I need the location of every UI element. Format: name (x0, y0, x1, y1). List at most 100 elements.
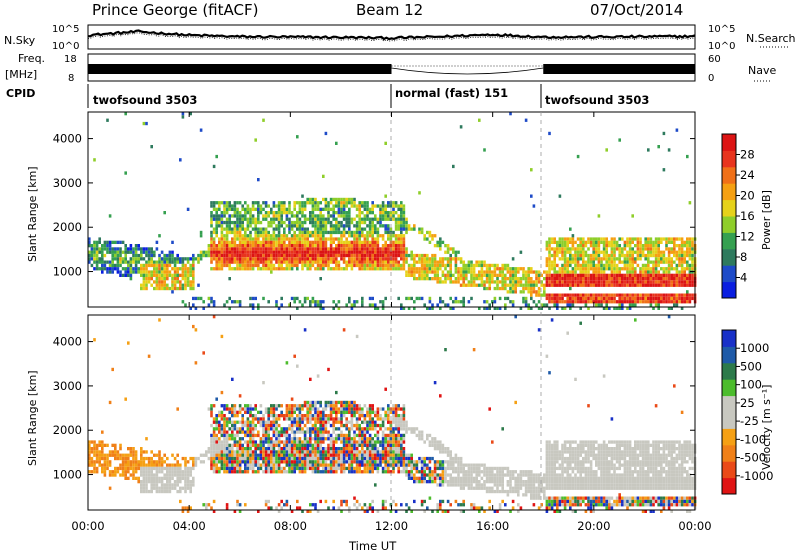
echo-cell (275, 464, 278, 467)
y-tick-label: 4000 (53, 132, 82, 146)
echo-cell (137, 254, 140, 257)
echo-cell (611, 267, 614, 270)
echo-cell (130, 274, 133, 277)
echo-cell (275, 421, 278, 424)
echo-cell (150, 464, 153, 467)
echo-cell (184, 483, 187, 486)
echo-cell (221, 391, 224, 394)
echo-cell (325, 450, 328, 453)
echo-cell (356, 454, 359, 457)
echo-cell (626, 261, 629, 264)
echo-cell (345, 214, 348, 217)
echo-cell (330, 237, 333, 240)
echo-cell (265, 231, 268, 234)
echo-cell (273, 424, 276, 427)
echo-cell (499, 297, 502, 300)
echo-cell (647, 274, 650, 277)
echo-cell (135, 457, 138, 460)
echo-cell (452, 165, 455, 168)
echo-cell (631, 214, 634, 217)
echo-cell (226, 208, 229, 211)
echo-cell (148, 460, 151, 463)
echo-cell (130, 447, 133, 450)
echo-cell (449, 257, 452, 260)
cpid-label: CPID (6, 87, 35, 100)
echo-cell (377, 447, 380, 450)
echo-cell (366, 208, 369, 211)
echo-cell (275, 257, 278, 260)
echo-cell (109, 251, 112, 254)
echo-cell (249, 211, 252, 214)
power-ylabel: Slant Range [km] (26, 166, 39, 262)
echo-cell (325, 460, 328, 463)
echo-cell (213, 431, 216, 434)
echo-cell (111, 264, 114, 267)
echo-cell (262, 424, 265, 427)
echo-cell (213, 470, 216, 473)
echo-cell (369, 231, 372, 234)
echo-cell (215, 221, 218, 224)
echo-cell (304, 234, 307, 237)
echo-cell (332, 440, 335, 443)
echo-cell (369, 470, 372, 473)
echo-cell (241, 228, 244, 231)
echo-cell (434, 257, 437, 260)
echo-cell (176, 483, 179, 486)
echo-cell (426, 277, 429, 280)
echo-cell (652, 270, 655, 273)
echo-cell (210, 234, 213, 237)
echo-cell (265, 464, 268, 467)
echo-cell (626, 237, 629, 240)
echo-cell (278, 431, 281, 434)
echo-cell (590, 300, 593, 303)
echo-cell (650, 297, 653, 300)
echo-cell (210, 457, 213, 460)
echo-cell (603, 254, 606, 257)
echo-cell (254, 427, 257, 430)
echo-cell (145, 267, 148, 270)
echo-cell (288, 244, 291, 247)
echo-cell (132, 454, 135, 457)
echo-cell (231, 450, 234, 453)
echo-cell (546, 274, 549, 277)
echo-cell (616, 244, 619, 247)
echo-cell (585, 280, 588, 283)
echo-cell (166, 480, 169, 483)
echo-cell (226, 506, 229, 509)
echo-cell (652, 267, 655, 270)
echo-cell (314, 467, 317, 470)
echo-cell (234, 244, 237, 247)
echo-cell (577, 274, 580, 277)
echo-cell (577, 261, 580, 264)
echo-cell (473, 284, 476, 287)
echo-cell (483, 274, 486, 277)
echo-cell (119, 447, 122, 450)
echo-cell (244, 434, 247, 437)
echo-cell (384, 251, 387, 254)
echo-cell (605, 237, 608, 240)
echo-cell (335, 198, 338, 201)
echo-cell (267, 427, 270, 430)
echo-cell (364, 470, 367, 473)
echo-cell (600, 284, 603, 287)
echo-cell (262, 208, 265, 211)
echo-cell (475, 264, 478, 267)
echo-cell (208, 303, 211, 306)
echo-cell (317, 407, 320, 410)
echo-cell (314, 261, 317, 264)
echo-cell (234, 251, 237, 254)
echo-cell (231, 231, 234, 234)
echo-cell (647, 251, 650, 254)
echo-cell (338, 244, 341, 247)
echo-cell (605, 280, 608, 283)
echo-cell (668, 237, 671, 240)
echo-cell (351, 467, 354, 470)
echo-cell (660, 294, 663, 297)
echo-cell (275, 241, 278, 244)
echo-cell (200, 129, 203, 132)
echo-cell (293, 254, 296, 257)
echo-cell (579, 237, 582, 240)
echo-cell (265, 211, 268, 214)
echo-cell (613, 294, 616, 297)
echo-cell (278, 257, 281, 260)
